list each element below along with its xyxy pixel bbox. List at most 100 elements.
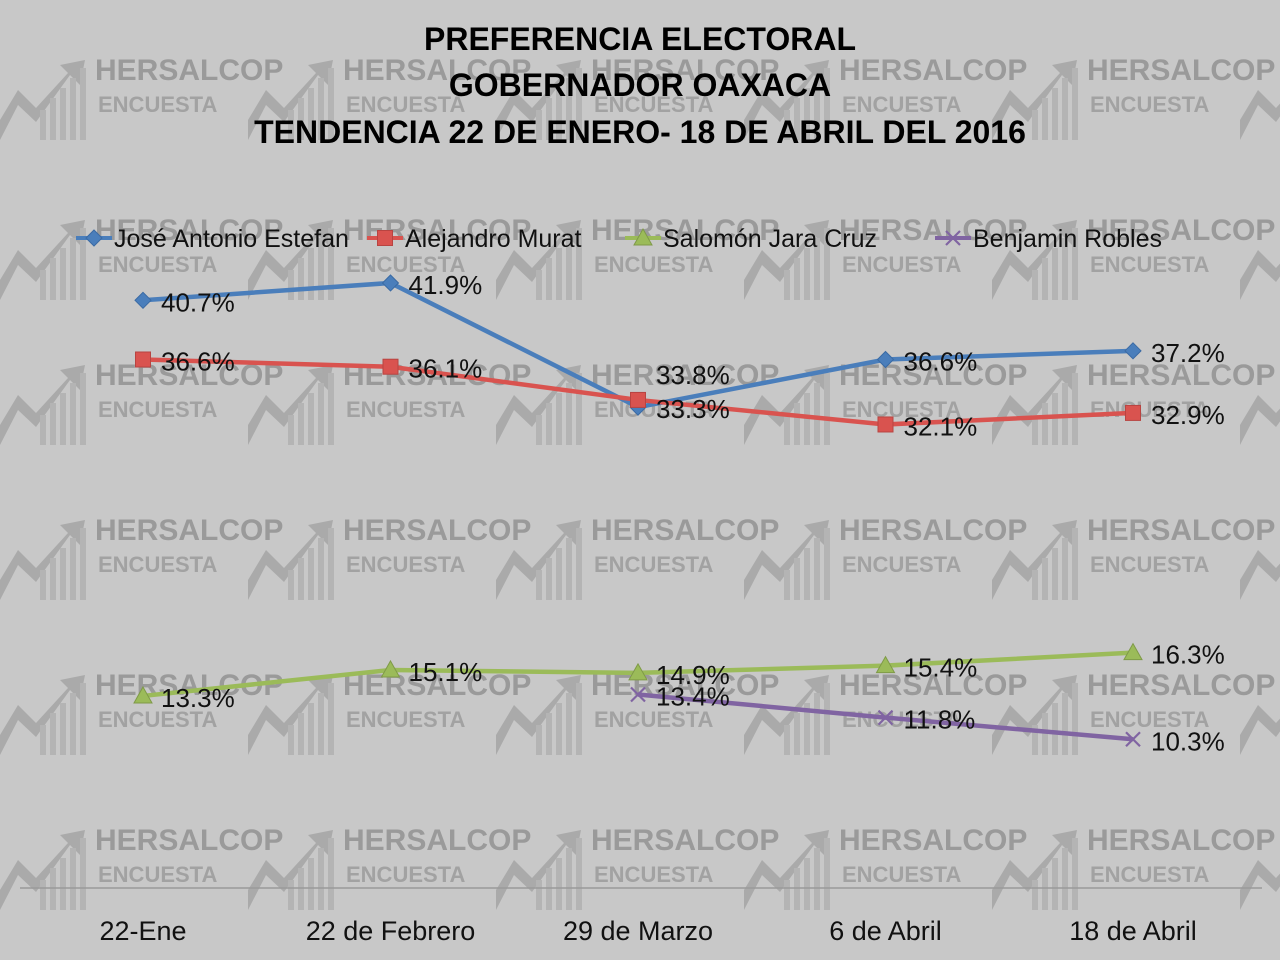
square-marker bbox=[135, 351, 151, 368]
data-label: 15.1% bbox=[409, 657, 483, 687]
watermark-tile: HERSALCOP ENCUESTA bbox=[992, 54, 1275, 140]
title-line: PREFERENCIA ELECTORAL bbox=[424, 21, 856, 57]
x-tick-label: 22-Ene bbox=[99, 916, 186, 946]
watermark-subtext: ENCUESTA bbox=[98, 92, 217, 117]
x-marker bbox=[1125, 731, 1141, 748]
watermark-text: HERSALCOP bbox=[343, 214, 531, 247]
watermark-text: HERSALCOP bbox=[343, 54, 531, 87]
data-label: 16.3% bbox=[1151, 640, 1225, 670]
watermark-text: HERSALCOP bbox=[1087, 359, 1275, 392]
watermark-subtext: ENCUESTA bbox=[842, 397, 961, 422]
watermark-text: HERSALCOP bbox=[839, 824, 1027, 857]
square-marker bbox=[1125, 404, 1141, 421]
data-label: 36.1% bbox=[409, 354, 483, 384]
watermark-tile: HERSALCOP ENCUESTA bbox=[496, 824, 779, 910]
watermark-text: HERSALCOP bbox=[839, 514, 1027, 547]
watermark-subtext: ENCUESTA bbox=[1090, 92, 1209, 117]
x-marker bbox=[877, 709, 894, 726]
watermark-text: HERSALCOP bbox=[343, 514, 531, 547]
square-marker bbox=[382, 358, 399, 375]
diamond-marker bbox=[1124, 342, 1142, 360]
watermark-subtext: ENCUESTA bbox=[1090, 397, 1209, 422]
series-square bbox=[135, 351, 1141, 433]
watermark-text: HERSALCOP bbox=[1087, 514, 1275, 547]
data-label: 37.2% bbox=[1151, 338, 1225, 368]
diamond-marker bbox=[85, 229, 103, 247]
watermark-tile: HERSALCOP ENCUESTA bbox=[744, 824, 1027, 910]
watermark-subtext: ENCUESTA bbox=[346, 397, 465, 422]
watermark-subtext: ENCUESTA bbox=[842, 862, 961, 887]
watermark-text: HERSALCOP bbox=[95, 514, 283, 547]
diamond-marker bbox=[876, 350, 895, 369]
triangle-marker bbox=[1123, 642, 1143, 661]
diamond-marker bbox=[134, 291, 152, 309]
watermark-tile: HERSALCOP ENCUESTA bbox=[992, 824, 1275, 910]
data-label: 10.3% bbox=[1151, 726, 1225, 756]
series-layer bbox=[133, 274, 1143, 748]
watermark-text: HERSALCOP bbox=[343, 669, 531, 702]
data-label: 15.4% bbox=[904, 653, 978, 683]
watermark-text: HERSALCOP bbox=[1087, 669, 1275, 702]
watermark-subtext: ENCUESTA bbox=[98, 252, 217, 277]
watermark-text: HERSALCOP bbox=[343, 824, 531, 857]
watermark-text: HERSALCOP bbox=[839, 214, 1027, 247]
watermark-subtext: ENCUESTA bbox=[346, 707, 465, 732]
watermark-tile: HERSALCOP ENCUESTA bbox=[744, 514, 1027, 600]
watermark-subtext: ENCUESTA bbox=[594, 862, 713, 887]
watermark-text: HERSALCOP bbox=[591, 514, 779, 547]
x-axis-ticks: 22-Ene 22 de Febrero 29 de Marzo 6 de Abril… bbox=[99, 916, 1196, 946]
triangle-marker bbox=[380, 659, 401, 678]
data-label: 32.1% bbox=[904, 411, 978, 441]
watermark-text: HERSALCOP bbox=[95, 214, 283, 247]
watermark-subtext: ENCUESTA bbox=[594, 552, 713, 577]
data-label: 33.8% bbox=[656, 360, 730, 390]
watermark-subtext: ENCUESTA bbox=[98, 397, 217, 422]
watermark-tile: HERSALCOP ENCUESTA bbox=[248, 514, 531, 600]
title-line: TENDENCIA 22 DE ENERO- 18 DE ABRIL DEL 2… bbox=[254, 114, 1026, 150]
data-label: 14.9% bbox=[656, 660, 730, 690]
watermark-subtext: ENCUESTA bbox=[594, 252, 713, 277]
x-tick-label: 18 de Abril bbox=[1069, 916, 1197, 946]
square-marker bbox=[377, 230, 393, 246]
legend-entry: José Antonio Estefan bbox=[76, 225, 349, 253]
watermark-text: HERSALCOP bbox=[1087, 54, 1275, 87]
watermark-subtext: ENCUESTA bbox=[346, 552, 465, 577]
triangle-marker bbox=[628, 662, 648, 681]
watermark-subtext: ENCUESTA bbox=[98, 552, 217, 577]
watermark-subtext: ENCUESTA bbox=[1090, 862, 1209, 887]
data-label: 36.6% bbox=[904, 346, 978, 376]
watermark-tile: HERSALCOP ENCUESTA bbox=[0, 214, 283, 300]
watermark-subtext: ENCUESTA bbox=[98, 707, 217, 732]
watermark-tile: HERSALCOP ENCUESTA bbox=[992, 359, 1275, 445]
watermark-text: HERSALCOP bbox=[1087, 824, 1275, 857]
watermark-subtext: ENCUESTA bbox=[98, 862, 217, 887]
watermark-subtext: ENCUESTA bbox=[1090, 552, 1209, 577]
watermark-subtext: ENCUESTA bbox=[346, 252, 465, 277]
data-label: 41.9% bbox=[409, 270, 483, 300]
x-marker bbox=[945, 230, 961, 246]
chart-title: PREFERENCIA ELECTORAL GOBERNADOR OAXACA TE… bbox=[254, 21, 1026, 150]
watermark-text: HERSALCOP bbox=[591, 824, 779, 857]
watermark-tile: HERSALCOP ENCUESTA bbox=[248, 214, 531, 300]
diamond-marker bbox=[381, 274, 400, 292]
data-label: 36.6% bbox=[161, 346, 235, 376]
watermark-subtext: ENCUESTA bbox=[346, 862, 465, 887]
watermark-text: HERSALCOP bbox=[95, 824, 283, 857]
watermark-subtext: ENCUESTA bbox=[842, 552, 961, 577]
watermark-text: HERSALCOP bbox=[591, 214, 779, 247]
legend-label: José Antonio Estefan bbox=[114, 225, 349, 253]
legend-entry: Benjamin Robles bbox=[935, 225, 1162, 253]
data-labels: 40.7% 41.9% 33.3% 36.6% 37.2% 36.6% 36.1% 33.8%… bbox=[161, 270, 1225, 756]
watermark-tile: HERSALCOP ENCUESTA bbox=[992, 514, 1275, 600]
legend: José Antonio Estefan Alejandro Murat Salom… bbox=[76, 225, 1162, 253]
watermark-subtext: ENCUESTA bbox=[594, 92, 713, 117]
